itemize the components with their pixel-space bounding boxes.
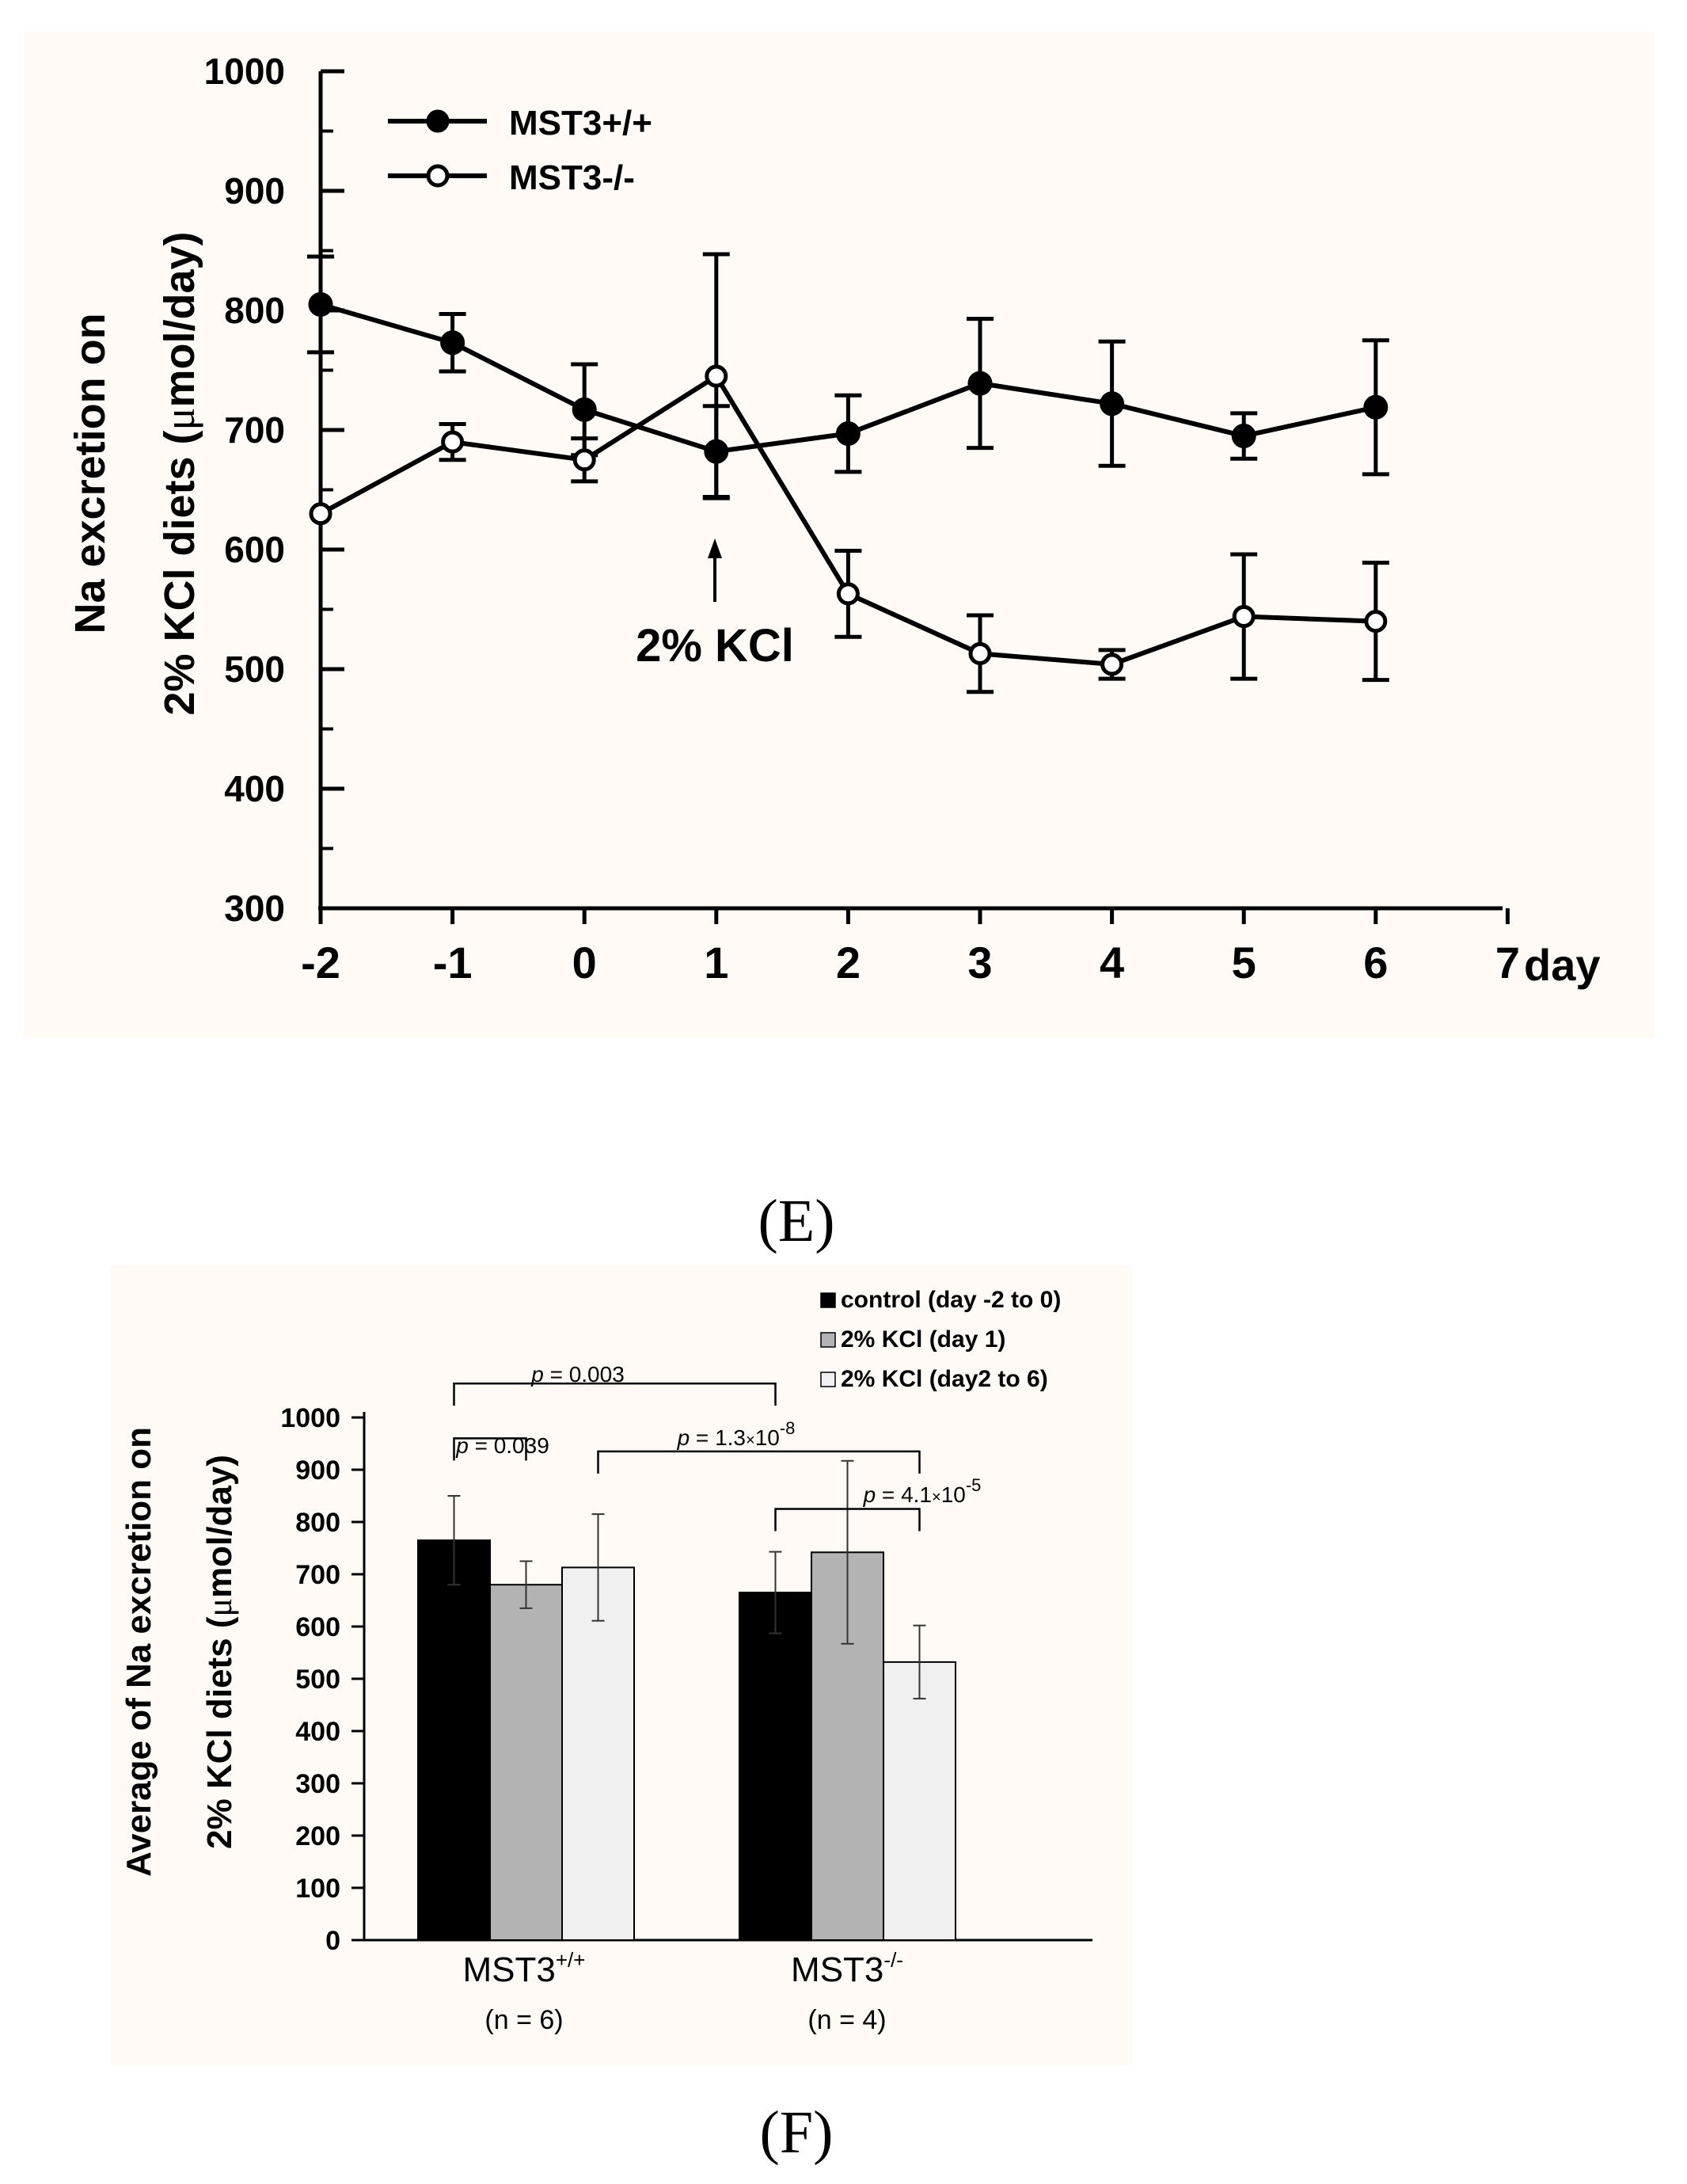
e-point-wt <box>1363 394 1389 420</box>
f-bar <box>739 1592 812 1941</box>
e-point-ko <box>441 430 465 454</box>
kcl-annotation-text: 2% KCl <box>636 620 794 672</box>
legend-marker-mst3-wt <box>426 109 450 133</box>
e-point-ko <box>1364 610 1388 634</box>
panel-e-kcl-annotation: 2% KCl <box>636 538 794 672</box>
f-ytick-label: 100 <box>295 1874 340 1904</box>
e-ytick-label: 700 <box>224 409 285 451</box>
e-xtick-label: 3 <box>967 938 992 987</box>
e-point-wt <box>835 421 861 447</box>
e-ytick-label: 800 <box>224 290 285 331</box>
panel-e-legend: MST3+/+ MST3-/- <box>388 104 652 197</box>
e-point-ko <box>309 502 332 526</box>
f-bar <box>489 1584 563 1941</box>
panel-label-e: (E) <box>758 1188 834 1254</box>
e-point-wt <box>440 330 465 356</box>
group-label-wt: MST3+/+ <box>463 1948 586 1989</box>
f-ytick-label: 700 <box>295 1560 340 1590</box>
panel-f-y-ticks: 0 100 200 300 400 500 600 700 800 900 1000 <box>280 1403 364 1956</box>
legend-label-kcl-day2-6: 2% KCl (day2 to 6) <box>841 1366 1048 1392</box>
f-ytick-label: 300 <box>295 1769 340 1799</box>
f-ytick-label: 800 <box>295 1508 340 1538</box>
e-xtick-label: 6 <box>1363 938 1388 987</box>
f-ytick-label: 900 <box>295 1455 340 1486</box>
panel-f-y-label-line2: 2% KCl diets (μmol/day) <box>200 1455 239 1849</box>
legend-swatch-kcl-day1 <box>820 1332 836 1348</box>
e-xtick-label: 7 <box>1495 938 1520 987</box>
f-bar <box>417 1539 491 1941</box>
legend-label-mst3-wt: MST3+/+ <box>509 104 652 143</box>
f-significance-bracket-3 <box>774 1508 921 1531</box>
p-label-1: p = 0.039 <box>455 1433 549 1458</box>
e-point-wt <box>308 291 333 317</box>
group-n-ko: (n = 4) <box>807 2005 886 2035</box>
e-ytick-label: 300 <box>224 888 285 929</box>
e-ytick-label: 500 <box>224 649 285 690</box>
e-point-ko <box>968 641 992 665</box>
p-label-0: p = 0.003 <box>530 1362 625 1387</box>
e-xtick-label: 0 <box>572 938 597 987</box>
legend-swatch-control <box>820 1292 836 1308</box>
panel-f-brackets <box>453 1382 921 1531</box>
legend-label-mst3-ko: MST3-/- <box>509 158 635 197</box>
kcl-arrow-head <box>708 538 722 558</box>
e-xtick-label: 5 <box>1232 938 1256 987</box>
f-ytick-label: 500 <box>295 1665 340 1695</box>
f-ytick-label: 0 <box>325 1926 340 1956</box>
panel-e-y-label-line1: Na excretion on <box>66 313 114 634</box>
e-xtick-label: 2 <box>836 938 861 987</box>
e-point-wt <box>1100 391 1125 417</box>
e-ytick-label: 400 <box>224 768 285 809</box>
p-label-3: p = 4.1×10-5 <box>863 1475 982 1507</box>
e-xtick-label: -2 <box>301 938 340 987</box>
panel-e-y-label-line2: 2% KCl diets (μmol/day) <box>156 231 203 715</box>
f-ytick-label: 200 <box>295 1821 340 1851</box>
legend-label-kcl-day1: 2% KCl (day 1) <box>841 1326 1005 1353</box>
panel-f-bars <box>417 1459 956 1942</box>
e-point-ko <box>572 448 596 472</box>
f-significance-bracket-0 <box>453 1382 777 1406</box>
legend-swatch-kcl-day2-6 <box>820 1372 836 1387</box>
f-ytick-label: 400 <box>295 1717 340 1747</box>
legend-marker-mst3-ko <box>426 164 450 188</box>
f-significance-bracket-2 <box>597 1450 921 1474</box>
e-xtick-label: 1 <box>704 938 728 987</box>
e-point-wt <box>1231 424 1256 449</box>
f-ytick-label: 1000 <box>280 1403 340 1433</box>
e-xtick-label: -1 <box>433 938 473 987</box>
e-xtick-label: 4 <box>1100 938 1124 987</box>
f-significance-bracket-1 <box>453 1437 527 1461</box>
e-ytick-label: 1000 <box>204 51 285 92</box>
e-point-wt <box>704 439 729 464</box>
legend-label-control: control (day -2 to 0) <box>841 1287 1061 1313</box>
e-point-wt <box>967 371 993 396</box>
e-point-ko <box>836 582 860 606</box>
panel-e-y-ticks: 300 400 500 600 700 800 900 1000 <box>204 51 344 929</box>
group-n-wt: (n = 6) <box>484 2005 563 2035</box>
e-point-ko <box>1232 605 1256 629</box>
e-point-ko <box>705 364 728 388</box>
panel-e-x-ticks: -2 -1 0 1 2 3 4 5 6 7 <box>301 908 1520 987</box>
e-point-ko <box>1100 653 1124 676</box>
panel-e-series <box>307 252 1389 694</box>
e-ytick-label: 900 <box>224 170 285 211</box>
group-label-ko: MST3-/- <box>791 1948 903 1989</box>
f-bar <box>883 1661 956 1941</box>
panel-f-legend: control (day -2 to 0) 2% KCl (day 1) 2% … <box>820 1287 1061 1392</box>
e-point-wt <box>572 397 597 422</box>
panel-f-y-label-line1: Average of Na excretion on <box>120 1427 158 1877</box>
panel-label-f: (F) <box>760 2099 834 2166</box>
p-label-2: p = 1.3×10-8 <box>677 1418 796 1450</box>
panel-e-x-axis-label: day <box>1524 940 1601 990</box>
e-ytick-label: 600 <box>224 529 285 570</box>
f-bar <box>561 1566 635 1942</box>
panel-e-background <box>24 32 1655 1037</box>
f-ytick-label: 600 <box>295 1612 340 1642</box>
